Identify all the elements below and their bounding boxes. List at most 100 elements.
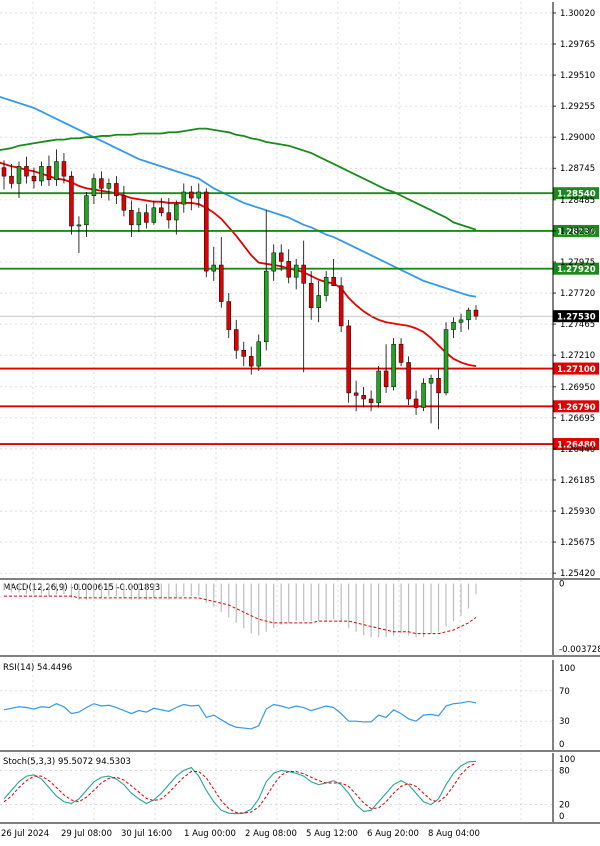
candle-body-5 — [39, 166, 44, 182]
moving-average-line-1 — [0, 95, 477, 298]
level-label-1: 1.28230 — [557, 227, 596, 237]
rsi-pane: RSI(14) 54.4496 100 70 30 0 — [0, 663, 575, 750]
candle-body-56 — [421, 382, 426, 408]
time-label-4: 2 Aug 08:00 — [245, 829, 297, 839]
price-tick-label-16: 1.25930 — [560, 507, 595, 517]
candle-body-36 — [271, 252, 276, 272]
candle-body-55 — [413, 398, 419, 408]
candle-body-24 — [181, 191, 187, 205]
stoch-tick-label-1: 80 — [559, 766, 570, 776]
candle-body-14 — [106, 183, 112, 189]
candle-body-47 — [353, 392, 359, 396]
stoch-label: Stoch(5,3,3) 95.5072 94.5303 — [3, 757, 131, 767]
candle-body-39 — [293, 264, 299, 278]
macd-label: MACD(12,26,9) -0.000615 -0.001893 — [3, 583, 160, 593]
candle-body-10 — [76, 224, 82, 227]
rsi-tick-label-1: 70 — [559, 687, 570, 697]
level-badge-2 — [553, 262, 599, 275]
level-badge-0 — [553, 187, 599, 200]
candle-body-34 — [256, 341, 261, 367]
horizontal-levels: 1.28540 1.28230 1.27920 1.27100 1.26790 1.264… — [0, 187, 599, 451]
candle-body-31 — [234, 329, 239, 351]
stoch-tick-label-3: 0 — [559, 812, 564, 822]
candle-body-40 — [301, 264, 306, 284]
candle-body-19 — [144, 212, 149, 223]
candle-body-62 — [466, 309, 471, 321]
level-badge-1 — [553, 224, 599, 237]
candle-body-9 — [69, 175, 74, 227]
candle-body-42 — [316, 295, 321, 308]
price-tick-label-1: 1.29765 — [560, 40, 595, 50]
price-tick-label-11: 1.27210 — [560, 351, 595, 361]
candle-body-20 — [151, 207, 157, 223]
candle-body-18 — [136, 212, 142, 226]
pane-frames — [0, 2, 600, 824]
price-tick-label-9: 1.27720 — [560, 289, 595, 299]
level-label-4: 1.26790 — [557, 403, 596, 413]
candle-body-30 — [226, 301, 232, 330]
rsi-line — [3, 700, 477, 730]
level-label-2: 1.27920 — [557, 265, 596, 275]
candle-body-46 — [346, 325, 351, 394]
candle-body-59 — [443, 329, 449, 394]
candle-body-35 — [263, 270, 269, 343]
price-tick-label-14: 1.26440 — [560, 445, 595, 455]
macd-signal-line — [4, 595, 477, 635]
rsi-tick-label-0: 100 — [559, 664, 575, 674]
macd-tick-label-1: -0.003728 — [559, 645, 600, 655]
rsi-tick-label-3: 0 — [559, 740, 564, 750]
time-label-3: 1 Aug 00:00 — [184, 829, 236, 839]
candle-body-58 — [436, 378, 441, 394]
candle-body-43 — [323, 276, 329, 296]
price-tick-label-15: 1.26185 — [560, 476, 595, 486]
candle-body-26 — [196, 191, 202, 199]
price-tick-label-17: 1.25675 — [560, 538, 595, 548]
candle-body-63 — [473, 309, 479, 317]
candle-body-25 — [189, 191, 194, 199]
candle-body-41 — [308, 283, 314, 308]
candle-body-33 — [248, 356, 254, 367]
level-label-0: 1.28540 — [557, 190, 596, 200]
candle-body-50 — [376, 370, 381, 403]
price-tick-label-8: 1.27975 — [560, 258, 595, 268]
candle-body-37 — [278, 252, 284, 262]
time-label-5: 5 Aug 12:00 — [306, 829, 358, 839]
candle-body-60 — [451, 322, 456, 330]
candle-body-15 — [114, 183, 119, 196]
time-label-1: 29 Jul 08:00 — [61, 829, 112, 839]
candlesticks — [1, 149, 479, 430]
candle-body-7 — [54, 161, 59, 181]
candle-body-45 — [338, 285, 344, 327]
price-tick-label-18: 1.25420 — [560, 569, 595, 579]
candle-body-12 — [91, 178, 97, 196]
moving-average-line-0 — [0, 161, 477, 367]
candle-body-23 — [174, 203, 179, 221]
current-price-label: 1.27530 — [557, 313, 596, 323]
macd-pane: MACD(12,26,9) -0.000615 -0.001893 0 -0.00… — [3, 580, 600, 655]
stoch-k-line — [3, 760, 477, 815]
price-tick-label-5: 1.28745 — [560, 164, 595, 174]
candle-body-28 — [211, 264, 217, 272]
stoch-tick-label-2: 20 — [559, 801, 570, 811]
candle-body-11 — [84, 195, 89, 226]
level-label-3: 1.27100 — [557, 365, 596, 375]
candle-body-32 — [241, 350, 246, 357]
stoch-tick-label-0: 100 — [559, 755, 575, 765]
candle-body-22 — [166, 212, 172, 221]
candle-body-1 — [9, 175, 14, 184]
candle-body-16 — [121, 195, 127, 211]
current-price-badge — [553, 310, 599, 323]
macd-tick-label-0: 0 — [559, 580, 564, 590]
candle-body-44 — [331, 276, 336, 286]
price-tick-label-0: 1.30020 — [560, 9, 595, 19]
level-badge-5 — [553, 438, 599, 451]
rsi-label: RSI(14) 54.4496 — [3, 663, 72, 673]
candle-body-49 — [368, 398, 374, 403]
candle-body-3 — [24, 166, 29, 177]
candle-body-17 — [129, 209, 134, 226]
candle-body-21 — [159, 207, 164, 213]
rsi-tick-label-2: 30 — [559, 717, 570, 727]
candle-body-29 — [219, 264, 224, 302]
